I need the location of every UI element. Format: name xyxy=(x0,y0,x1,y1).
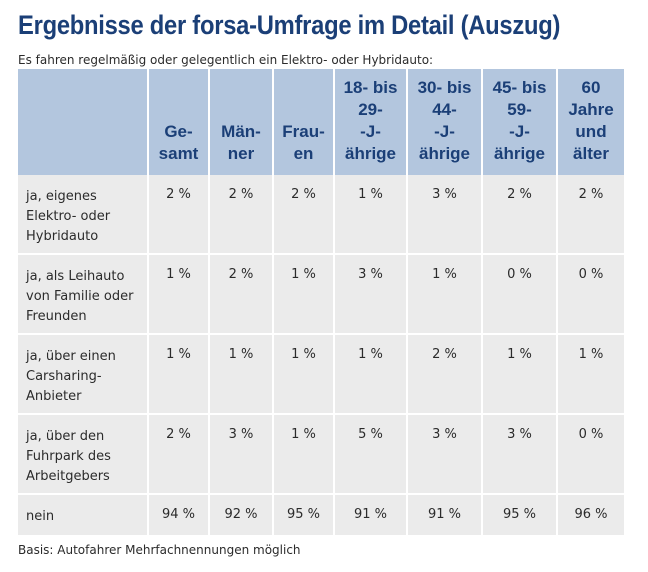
table-subtitle: Es fahren regelmäßig oder gelegentlich e… xyxy=(18,53,434,67)
header-line: samt xyxy=(158,144,199,163)
table-row: ja, über einen Carsharing- Anbieter 1 % 1 % 1… xyxy=(18,335,624,415)
header-line: 60 xyxy=(581,78,601,97)
table-cell: 0 % xyxy=(483,255,556,335)
table-cell: 1 % xyxy=(274,255,333,335)
table-cell: 2 % xyxy=(483,175,556,255)
table-cell: 92 % xyxy=(210,495,272,535)
table-cell: 2 % xyxy=(558,175,624,255)
header-row: Ge-samt Män-ner Frau-en 18- bis 29- -J-ähr… xyxy=(18,69,624,175)
table-cell: 2 % xyxy=(408,335,481,415)
table-cell: 0 % xyxy=(558,255,624,335)
table-row: ja, eigenes Elektro- oder Hybridauto 2 % 2 %… xyxy=(18,175,624,255)
survey-table: Ge-samt Män-ner Frau-en 18- bis 29- -J-ähr… xyxy=(16,69,626,535)
table-cell: 1 % xyxy=(274,335,333,415)
header-line: -J- xyxy=(360,122,381,141)
row-label: ja, eigenes Elektro- oder Hybridauto xyxy=(18,175,147,255)
table-row: ja, über den Fuhrpark des Arbeitgebers 2 % 3… xyxy=(18,415,624,495)
header-cell-age-30-44: 30- bis 44- -J-ährige xyxy=(408,69,481,175)
table-cell: 91 % xyxy=(408,495,481,535)
header-line: 44- xyxy=(432,100,457,119)
header-line: ner xyxy=(227,144,255,163)
table-cell: 3 % xyxy=(483,415,556,495)
page-title: Ergebnisse der forsa-Umfrage im Detail (… xyxy=(18,10,561,40)
table-cell: 95 % xyxy=(274,495,333,535)
header-cell-total: Ge-samt xyxy=(149,69,208,175)
table-cell: 3 % xyxy=(408,175,481,255)
table-cell: 2 % xyxy=(210,175,272,255)
header-line: 30- bis xyxy=(417,78,472,97)
table-cell: 1 % xyxy=(558,335,624,415)
header-line: 45- bis xyxy=(492,78,547,97)
header-line: -J- xyxy=(509,122,530,141)
header-line: 18- bis xyxy=(343,78,398,97)
table-cell: 91 % xyxy=(335,495,406,535)
table-cell: 1 % xyxy=(274,415,333,495)
row-label: nein xyxy=(18,495,147,535)
table-cell: 1 % xyxy=(149,255,208,335)
row-label: ja, über einen Carsharing- Anbieter xyxy=(18,335,147,415)
header-line: und xyxy=(575,122,607,141)
table-cell: 0 % xyxy=(558,415,624,495)
header-line: 29- xyxy=(358,100,383,119)
header-line: 59- xyxy=(507,100,532,119)
table-cell: 5 % xyxy=(335,415,406,495)
header-corner xyxy=(18,69,147,175)
header-line: -J- xyxy=(434,122,455,141)
header-cell-women: Frau-en xyxy=(274,69,333,175)
table-row: nein 94 % 92 % 95 % 91 % 91 % 95 % 96 % xyxy=(18,495,624,535)
row-label: ja, über den Fuhrpark des Arbeitgebers xyxy=(18,415,147,495)
header-line: älter xyxy=(573,144,609,163)
table-cell: 2 % xyxy=(149,415,208,495)
table-cell: 3 % xyxy=(335,255,406,335)
table-cell: 1 % xyxy=(408,255,481,335)
footnote: Basis: Autofahrer Mehrfachnennungen mögl… xyxy=(18,543,301,557)
header-cell-age-18-29: 18- bis 29- -J-ährige xyxy=(335,69,406,175)
header-line: Frau- xyxy=(282,122,325,141)
header-line: ährige xyxy=(418,144,471,163)
header-cell-age-45-59: 45- bis 59- -J-ährige xyxy=(483,69,556,175)
header-cell-age-60-plus: 60 Jahre und älter xyxy=(558,69,624,175)
header-line: en xyxy=(293,144,314,163)
table-cell: 3 % xyxy=(408,415,481,495)
header-line: Jahre xyxy=(568,100,614,119)
header-line: ährige xyxy=(344,144,397,163)
table-cell: 1 % xyxy=(210,335,272,415)
table-cell: 2 % xyxy=(210,255,272,335)
table-cell: 3 % xyxy=(210,415,272,495)
header-line: Ge- xyxy=(164,122,193,141)
table-cell: 95 % xyxy=(483,495,556,535)
table-cell: 94 % xyxy=(149,495,208,535)
table-cell: 96 % xyxy=(558,495,624,535)
table-row: ja, als Leihauto von Familie oder Freunden… xyxy=(18,255,624,335)
header-cell-men: Män-ner xyxy=(210,69,272,175)
table-cell: 1 % xyxy=(149,335,208,415)
table-cell: 1 % xyxy=(483,335,556,415)
table-cell: 1 % xyxy=(335,175,406,255)
header-line: ährige xyxy=(493,144,546,163)
table-cell: 1 % xyxy=(335,335,406,415)
header-line: Män- xyxy=(221,122,261,141)
table-cell: 2 % xyxy=(149,175,208,255)
table-cell: 2 % xyxy=(274,175,333,255)
row-label: ja, als Leihauto von Familie oder Freunden xyxy=(18,255,147,335)
